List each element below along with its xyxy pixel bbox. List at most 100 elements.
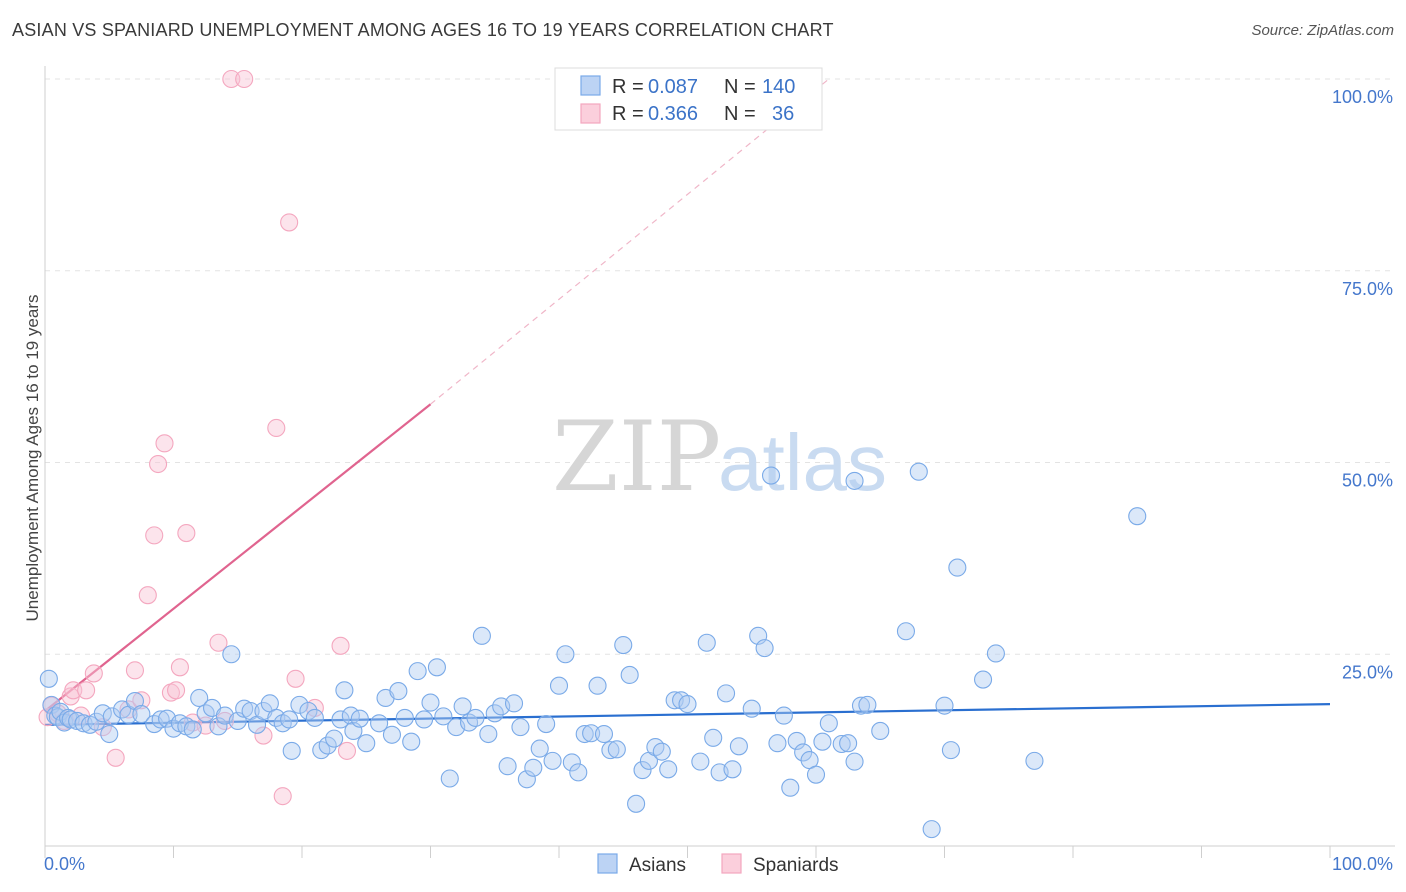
asians-point-134: [973, 670, 993, 689]
asians-point-60: [408, 662, 427, 681]
asians-point-130: [922, 820, 941, 839]
spaniards-point-17: [155, 434, 174, 453]
asians-point-40: [280, 710, 299, 729]
legend-asians-n-value: 140: [762, 76, 795, 98]
spaniards-point-15: [145, 526, 164, 545]
asians-point-97: [646, 738, 665, 757]
spaniards-point-13: [132, 691, 151, 710]
tick-labels: 25.0% 50.0% 75.0% 100.0% 0.0% 100.0%: [44, 87, 1393, 874]
asians-point-88: [588, 676, 607, 695]
legend-bottom-asians-swatch: [597, 853, 618, 874]
asians-point-105: [704, 728, 723, 747]
grid-lines: [45, 78, 1395, 655]
asians-point-84: [562, 753, 581, 772]
asians-point-138: [761, 466, 781, 485]
spaniards-point-34: [331, 636, 350, 655]
asians-point-65: [440, 769, 459, 788]
asians-point-90: [601, 741, 620, 760]
asians-point-80: [537, 714, 556, 734]
asians-point-52: [350, 709, 369, 728]
y-tick-label-1: 50.0%: [1342, 471, 1393, 491]
legend-spaniards-r-label: R =: [612, 103, 644, 125]
asians-point-115: [781, 778, 800, 797]
asians-point-64: [434, 707, 453, 726]
asians-point-110: [742, 699, 761, 718]
asians-point-124: [845, 752, 864, 771]
asians-point-69: [466, 708, 485, 727]
spaniards-point-5: [64, 681, 83, 700]
spaniards-point-14: [138, 586, 157, 605]
spaniards-trend-extension: [430, 78, 830, 405]
watermark: ZIP atlas: [552, 401, 887, 513]
y-tick-label-0: 25.0%: [1342, 662, 1393, 682]
asians-point-56: [382, 725, 402, 744]
asians-point-18: [132, 705, 151, 724]
asians-point-81: [543, 751, 562, 770]
legend-bottom-spaniards-swatch: [721, 853, 742, 874]
asians-point-59: [402, 732, 421, 751]
asians-point-31: [222, 645, 241, 664]
asians-point-92: [614, 635, 633, 655]
asians-point-129: [909, 462, 928, 481]
spaniards-point-31: [280, 213, 299, 232]
watermark-atlas: atlas: [718, 418, 887, 507]
legend-spaniards-swatch: [580, 103, 601, 124]
asians-point-62: [421, 693, 440, 712]
asians-point-53: [357, 734, 376, 753]
asians-point-44: [305, 708, 324, 727]
asians-point-108: [723, 760, 742, 779]
asians-point-98: [652, 742, 671, 761]
asians-points: [39, 462, 1147, 839]
asians-point-77: [517, 770, 536, 789]
asians-point-45: [312, 741, 331, 760]
spaniards-point-27: [235, 69, 254, 89]
asians-point-71: [479, 724, 498, 744]
watermark-zip: ZIP: [552, 401, 721, 513]
y-tick-label-2: 75.0%: [1342, 279, 1393, 299]
legend-spaniards-n-label: N =: [724, 103, 756, 125]
spaniards-point-8: [84, 664, 103, 683]
asians-point-102: [678, 695, 697, 714]
legend-spaniards-r-value: 0.366: [648, 103, 698, 125]
spaniards-point-19: [167, 681, 186, 700]
asians-point-46: [318, 736, 337, 755]
asians-point-63: [427, 658, 446, 677]
legend-asians-r-label: R =: [612, 76, 644, 98]
asians-point-123: [839, 734, 858, 753]
asians-point-76: [511, 718, 530, 737]
asians-point-68: [459, 713, 479, 732]
spaniards-point-35: [337, 741, 357, 760]
spaniards-point-10: [106, 748, 125, 767]
spaniards-point-32: [286, 669, 305, 688]
asians-point-70: [472, 626, 491, 645]
chart-title: ASIAN VS SPANIARD UNEMPLOYMENT AMONG AGE…: [12, 20, 834, 40]
asians-point-48: [331, 710, 350, 729]
legend-bottom-spaniards: Spaniards: [753, 855, 839, 876]
legend-bottom-asians: Asians: [629, 855, 686, 876]
asians-point-114: [774, 706, 793, 725]
spaniards-point-12: [125, 661, 144, 680]
asians-point-95: [633, 761, 652, 780]
asians-point-93: [620, 665, 639, 685]
spaniards-point-30: [273, 787, 292, 806]
legend-bottom: Asians Spaniards: [597, 853, 839, 876]
asians-point-109: [729, 737, 748, 756]
asians-point-61: [415, 710, 434, 729]
asians-point-58: [395, 708, 414, 727]
asians-trend-line: [44, 703, 1331, 726]
spaniards-point-21: [177, 524, 196, 543]
axes: [44, 66, 1395, 858]
asians-point-125: [851, 696, 871, 715]
legend-spaniards-n-value: 36: [772, 103, 794, 125]
spaniards-point-7: [77, 681, 96, 700]
asians-point-47: [325, 729, 344, 748]
source-label: Source: ZipAtlas.com: [1251, 22, 1394, 39]
x-tick-label-1: 100.0%: [1332, 854, 1393, 874]
asians-point-79: [530, 739, 549, 758]
spaniards-point-28: [254, 726, 273, 745]
asians-point-74: [498, 757, 517, 776]
asians-point-126: [858, 695, 877, 714]
asians-point-0: [39, 669, 58, 688]
asians-point-43: [299, 701, 318, 721]
